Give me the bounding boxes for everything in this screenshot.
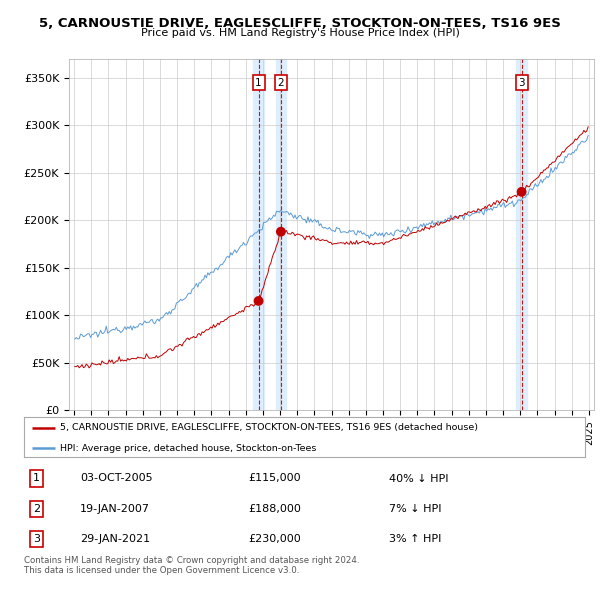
Text: 2: 2 [278, 78, 284, 88]
Text: 5, CARNOUSTIE DRIVE, EAGLESCLIFFE, STOCKTON-ON-TEES, TS16 9ES: 5, CARNOUSTIE DRIVE, EAGLESCLIFFE, STOCK… [39, 17, 561, 30]
Text: £115,000: £115,000 [248, 474, 301, 483]
Text: 7% ↓ HPI: 7% ↓ HPI [389, 504, 441, 514]
Text: HPI: Average price, detached house, Stockton-on-Tees: HPI: Average price, detached house, Stoc… [61, 444, 317, 453]
Text: 29-JAN-2021: 29-JAN-2021 [80, 534, 150, 544]
Text: 1: 1 [255, 78, 262, 88]
Text: £188,000: £188,000 [248, 504, 301, 514]
Text: 40% ↓ HPI: 40% ↓ HPI [389, 474, 448, 483]
Bar [276, 59, 286, 410]
Text: 3: 3 [518, 78, 525, 88]
Text: 3% ↑ HPI: 3% ↑ HPI [389, 534, 441, 544]
Text: 19-JAN-2007: 19-JAN-2007 [80, 504, 150, 514]
Point [254, 296, 263, 306]
Point [276, 227, 286, 237]
Text: 03-OCT-2005: 03-OCT-2005 [80, 474, 153, 483]
Text: 3: 3 [33, 534, 40, 544]
Text: Price paid vs. HM Land Registry's House Price Index (HPI): Price paid vs. HM Land Registry's House … [140, 28, 460, 38]
Text: £230,000: £230,000 [248, 534, 301, 544]
Bar [517, 59, 527, 410]
Text: 2: 2 [33, 504, 40, 514]
Text: Contains HM Land Registry data © Crown copyright and database right 2024.
This d: Contains HM Land Registry data © Crown c… [24, 556, 359, 575]
Bar [253, 59, 264, 410]
Text: 5, CARNOUSTIE DRIVE, EAGLESCLIFFE, STOCKTON-ON-TEES, TS16 9ES (detached house): 5, CARNOUSTIE DRIVE, EAGLESCLIFFE, STOCK… [61, 424, 478, 432]
Text: 1: 1 [33, 474, 40, 483]
Point [517, 187, 526, 196]
